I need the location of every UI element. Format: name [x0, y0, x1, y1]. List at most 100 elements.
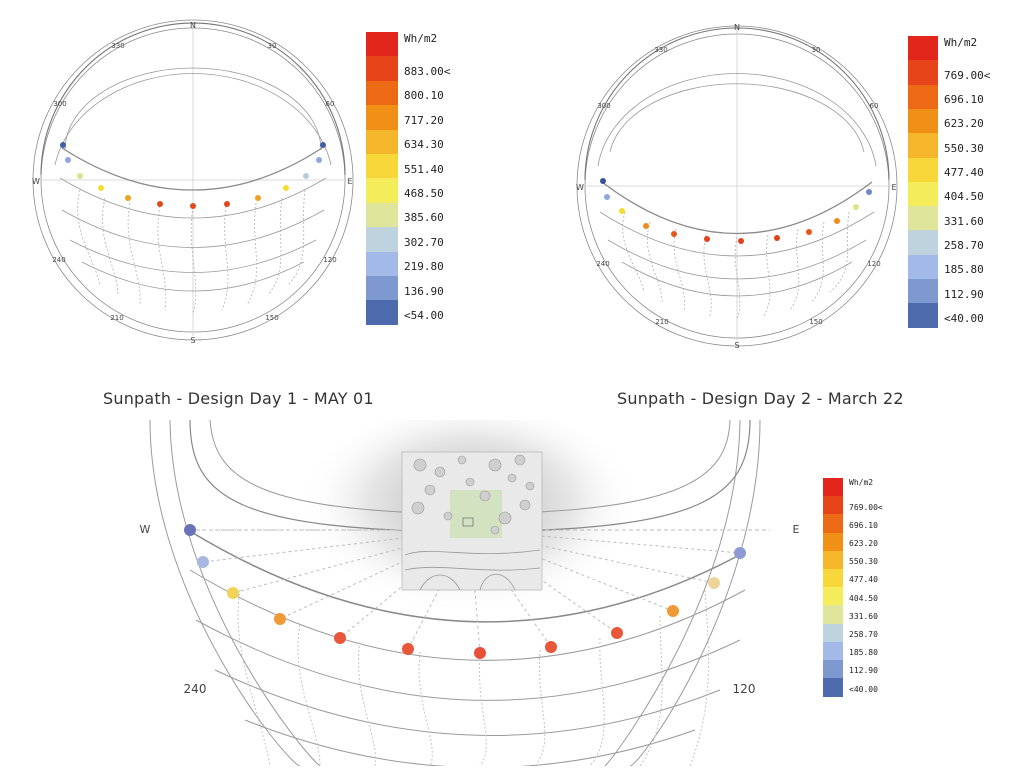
legend-label: <40.00 [849, 684, 878, 694]
sun-position-dot [125, 195, 131, 201]
legend-label: 404.50 [944, 190, 984, 204]
legend-label: 258.70 [849, 629, 878, 639]
sun-position-dot [255, 195, 261, 201]
sun-position-dot [774, 235, 780, 241]
legend-label: 136.90 [404, 284, 444, 298]
west-label: W [140, 523, 151, 536]
sun-position-dot [734, 547, 746, 559]
legend-swatch [823, 532, 843, 552]
sun-position-dot [197, 556, 209, 568]
legend-label: 385.60 [404, 211, 444, 225]
sun-position-dot [604, 194, 610, 200]
sun-position-dot [303, 173, 309, 179]
site-model [401, 451, 543, 591]
azimuth-label: 330 [654, 46, 667, 54]
legend-label: 769.00< [944, 68, 991, 82]
sunpath-1-svg: N S E W 330 30 300 60 240 120 210 150 [32, 19, 354, 345]
north-label: N [190, 21, 196, 30]
legend-swatch [366, 300, 398, 326]
outer-ring [576, 25, 898, 347]
legend-label: 404.50 [849, 593, 878, 603]
legend-swatch [366, 227, 398, 253]
legend-swatch [908, 254, 938, 280]
sunpath-diagram-day-1: N S E W 330 30 300 60 240 120 210 150 [0, 0, 460, 352]
sun-position-dot [834, 218, 840, 224]
south-label: S [734, 341, 739, 350]
legend-label: 477.40 [944, 166, 984, 179]
sun-positions [60, 142, 326, 209]
legend-swatch [823, 569, 843, 588]
legend-label: 550.30 [849, 557, 878, 567]
sun-position-dot [643, 223, 649, 229]
legend-swatch [908, 84, 938, 110]
sun-positions [184, 524, 746, 659]
legend-swatch [366, 129, 398, 155]
west-label: W [576, 183, 584, 192]
sunpath-3-svg: W E 240 120 [140, 405, 800, 769]
east-label: E [793, 523, 800, 536]
azimuth-label: 120 [733, 682, 756, 696]
legend-swatch [823, 496, 843, 515]
legend-swatch [823, 478, 843, 497]
legend-swatch [366, 80, 398, 106]
sun-position-dot [320, 142, 326, 148]
legend-swatch [908, 133, 938, 158]
legend-label: 185.80 [944, 263, 984, 277]
sun-position-dot [227, 587, 239, 599]
legend-title: Wh/m2 [944, 36, 978, 49]
legend-swatch [823, 550, 843, 570]
legend-swatch [823, 623, 843, 643]
azimuth-label: 240 [52, 256, 65, 264]
sun-position-dot [316, 157, 322, 163]
azimuth-label: 30 [812, 46, 821, 54]
sun-position-dot [190, 203, 196, 209]
legend-label: 219.80 [404, 260, 444, 274]
legend-swatch [366, 105, 398, 131]
sun-position-dot [704, 236, 710, 242]
sun-position-dot [806, 229, 812, 235]
sun-position-dot [60, 142, 66, 148]
south-label: S [190, 336, 195, 345]
sun-position-dot [224, 201, 230, 207]
azimuth-label: 330 [111, 42, 124, 50]
legend-swatch [908, 108, 938, 134]
sun-position-dot [853, 204, 859, 210]
sun-position-dot [157, 201, 163, 207]
legend-swatch [366, 276, 398, 301]
sun-position-dot [98, 185, 104, 191]
legend-label: 112.90 [944, 287, 984, 301]
sun-position-dot [545, 641, 557, 653]
east-label: E [891, 183, 896, 192]
legend-label: 112.90 [849, 666, 878, 676]
azimuth-label: 30 [268, 42, 277, 50]
legend-label: 696.10 [944, 93, 984, 107]
sun-position-dot [77, 173, 83, 179]
azimuth-label: 60 [870, 102, 879, 110]
legend-label: <54.00 [404, 308, 444, 322]
sun-position-dot [184, 524, 196, 536]
sun-position-dot [65, 157, 71, 163]
legend-swatch [366, 251, 398, 277]
sun-position-dot [619, 208, 625, 214]
azimuth-label: 240 [596, 260, 609, 268]
legend-swatch [366, 178, 398, 204]
legend-swatch [908, 157, 938, 183]
legend-label: 477.40 [849, 575, 878, 585]
azimuth-label: 300 [597, 102, 610, 110]
sun-positions [600, 178, 872, 244]
caption-day-2: Sunpath - Design Day 2 - March 22 [617, 389, 904, 408]
legend-label: <40.00 [944, 311, 984, 325]
legend-label: 551.40 [404, 162, 444, 176]
legend-label: 468.50 [404, 186, 444, 200]
legend-label: 717.20 [404, 113, 444, 127]
sun-position-dot [334, 632, 346, 644]
sun-position-dot [667, 605, 679, 617]
west-label: W [32, 177, 40, 186]
azimuth-label: 120 [867, 260, 880, 268]
legend-label: 634.30 [404, 138, 444, 152]
legend-swatch [366, 154, 398, 179]
sun-position-dot [708, 577, 720, 589]
sun-position-dot [611, 627, 623, 639]
legend-swatch [366, 202, 398, 228]
legend-swatch [366, 32, 398, 57]
